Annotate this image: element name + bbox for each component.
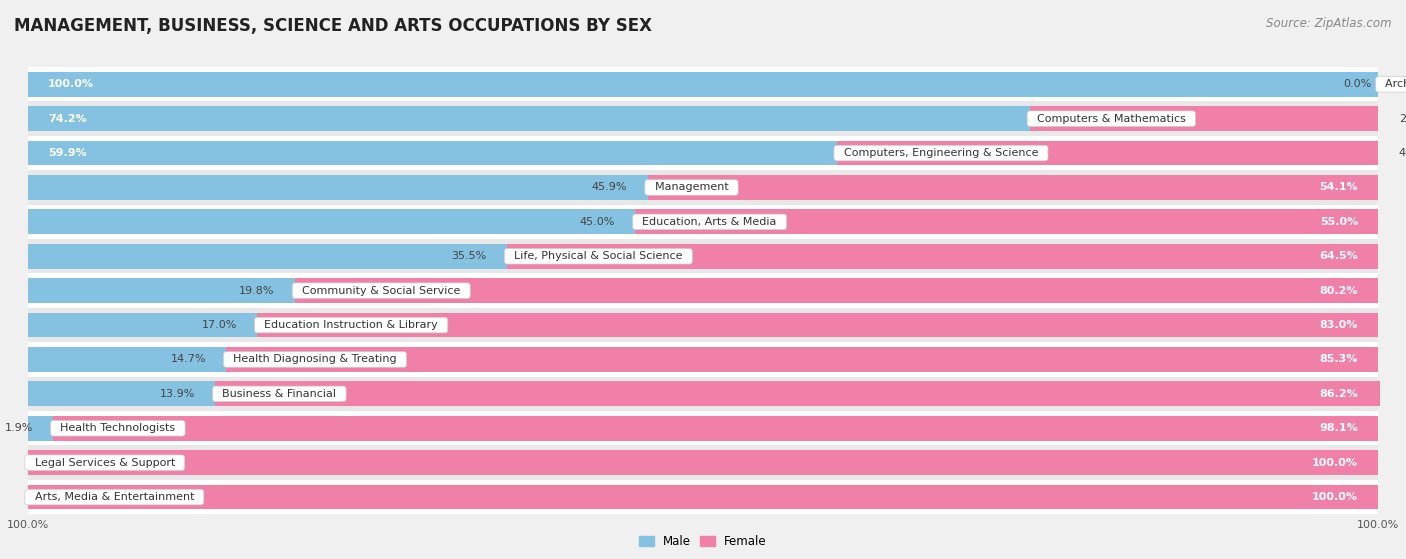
Bar <box>837 141 1378 165</box>
Bar <box>28 175 648 200</box>
Text: 74.2%: 74.2% <box>48 113 87 124</box>
Text: Source: ZipAtlas.com: Source: ZipAtlas.com <box>1267 17 1392 30</box>
Bar <box>28 308 1378 342</box>
Bar <box>28 480 1378 514</box>
Text: Community & Social Service: Community & Social Service <box>295 286 467 296</box>
Bar <box>28 451 1378 475</box>
Text: 0.0%: 0.0% <box>1343 79 1372 89</box>
Text: 25.8%: 25.8% <box>1399 113 1406 124</box>
Text: 35.5%: 35.5% <box>451 252 486 261</box>
Bar <box>28 239 1378 273</box>
Bar <box>28 485 1378 509</box>
Text: 86.2%: 86.2% <box>1319 389 1358 399</box>
Bar <box>28 278 295 303</box>
Text: Education, Arts & Media: Education, Arts & Media <box>636 217 783 227</box>
Bar <box>28 210 636 234</box>
Text: 45.9%: 45.9% <box>592 182 627 192</box>
Bar <box>257 312 1378 338</box>
Bar <box>28 102 1378 136</box>
Text: Business & Financial: Business & Financial <box>215 389 343 399</box>
Text: 100.0%: 100.0% <box>1312 458 1358 468</box>
Bar <box>648 175 1378 200</box>
Bar <box>28 411 1378 446</box>
Bar <box>28 244 508 269</box>
Text: 55.0%: 55.0% <box>1320 217 1358 227</box>
Legend: Male, Female: Male, Female <box>634 530 772 553</box>
Bar <box>508 244 1378 269</box>
Text: 14.7%: 14.7% <box>170 354 205 364</box>
Bar <box>28 446 1378 480</box>
Bar <box>28 273 1378 308</box>
Text: Life, Physical & Social Science: Life, Physical & Social Science <box>508 252 689 261</box>
Text: 19.8%: 19.8% <box>239 286 274 296</box>
Bar <box>53 416 1378 440</box>
Bar <box>1031 106 1378 131</box>
Bar <box>636 210 1378 234</box>
Text: Health Diagnosing & Treating: Health Diagnosing & Treating <box>226 354 404 364</box>
Text: 64.5%: 64.5% <box>1319 252 1358 261</box>
Text: 0.0%: 0.0% <box>34 492 63 502</box>
Bar <box>28 416 53 440</box>
Bar <box>28 381 215 406</box>
Bar <box>28 72 1378 97</box>
Bar <box>28 205 1378 239</box>
Bar <box>28 141 837 165</box>
Text: 83.0%: 83.0% <box>1320 320 1358 330</box>
Text: 100.0%: 100.0% <box>1312 492 1358 502</box>
Bar <box>28 347 226 372</box>
Bar <box>28 170 1378 205</box>
Text: Architecture & Engineering: Architecture & Engineering <box>1378 79 1406 89</box>
Text: 17.0%: 17.0% <box>201 320 238 330</box>
Text: Computers, Engineering & Science: Computers, Engineering & Science <box>837 148 1045 158</box>
Bar <box>28 67 1378 102</box>
Text: 13.9%: 13.9% <box>160 389 195 399</box>
Text: Arts, Media & Entertainment: Arts, Media & Entertainment <box>28 492 201 502</box>
Text: 40.1%: 40.1% <box>1399 148 1406 158</box>
Text: 85.3%: 85.3% <box>1320 354 1358 364</box>
Text: 98.1%: 98.1% <box>1319 423 1358 433</box>
Text: 80.2%: 80.2% <box>1320 286 1358 296</box>
Text: Health Technologists: Health Technologists <box>53 423 183 433</box>
Bar <box>28 342 1378 377</box>
Bar <box>28 377 1378 411</box>
Text: 59.9%: 59.9% <box>48 148 87 158</box>
Bar <box>226 347 1378 372</box>
Text: Computers & Mathematics: Computers & Mathematics <box>1031 113 1192 124</box>
Text: 0.0%: 0.0% <box>34 458 63 468</box>
Text: Management: Management <box>648 182 735 192</box>
Bar <box>215 381 1379 406</box>
Text: MANAGEMENT, BUSINESS, SCIENCE AND ARTS OCCUPATIONS BY SEX: MANAGEMENT, BUSINESS, SCIENCE AND ARTS O… <box>14 17 652 35</box>
Text: 1.9%: 1.9% <box>4 423 32 433</box>
Text: 45.0%: 45.0% <box>579 217 616 227</box>
Text: Legal Services & Support: Legal Services & Support <box>28 458 181 468</box>
Bar <box>28 312 257 338</box>
Text: 100.0%: 100.0% <box>48 79 94 89</box>
Bar <box>28 136 1378 170</box>
Text: Education Instruction & Library: Education Instruction & Library <box>257 320 444 330</box>
Text: 54.1%: 54.1% <box>1320 182 1358 192</box>
Bar <box>295 278 1378 303</box>
Bar <box>28 106 1031 131</box>
